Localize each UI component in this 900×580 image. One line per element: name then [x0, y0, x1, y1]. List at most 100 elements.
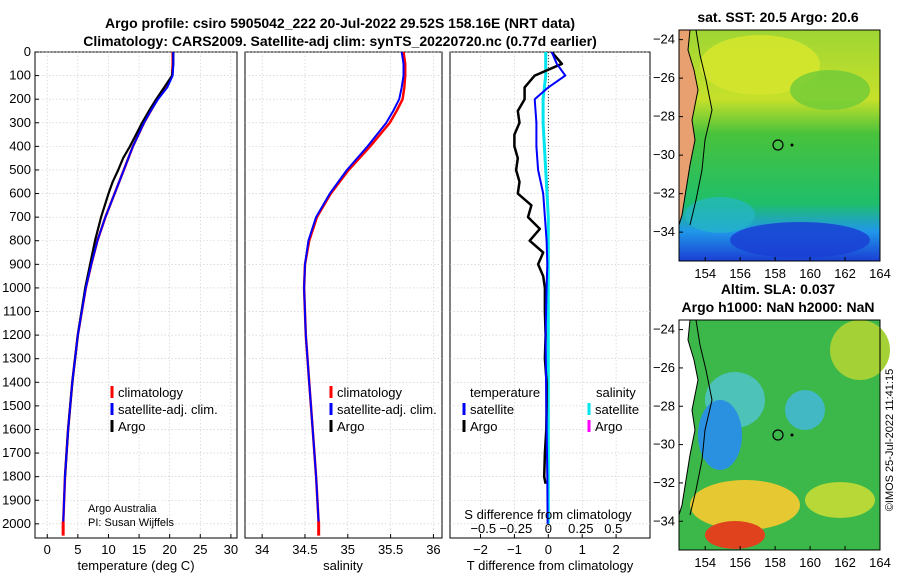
sla-low-patch: [785, 390, 825, 430]
x-tick-label: 35: [341, 542, 355, 557]
depth-tick-label: 900: [9, 256, 31, 271]
salinity-lines: [302, 52, 407, 536]
s-difference-tick-labels: −0.5 −0.25 0 0.25 0.5: [470, 521, 622, 536]
temperature-lines: [61, 52, 175, 536]
depth-tick-label: 500: [9, 162, 31, 177]
depth-tick-label: 1100: [3, 304, 31, 319]
sla-peak-patch: [705, 521, 765, 549]
map-x-tick-label: 160: [799, 266, 821, 281]
difference-legend: temperature satellite Argo salinity sate…: [462, 385, 639, 434]
depth-tick-label: 400: [9, 138, 31, 153]
x-tick-label: 0: [545, 542, 552, 557]
legend-satellite-label: satellite-adj. clim.: [118, 402, 218, 417]
map-x-tick-label: 164: [869, 266, 891, 281]
legend-temperature-heading: temperature: [470, 385, 540, 400]
s-tick-label: 0.5: [604, 521, 622, 536]
sst-map-frame: [678, 29, 881, 262]
sst-cool-patch: [790, 70, 870, 110]
depth-tick-label: 100: [9, 68, 31, 83]
sst-land: [679, 30, 698, 225]
x-tick-label: 0: [44, 542, 51, 557]
legend-argo-label: Argo: [337, 419, 364, 434]
map-y-tick-label: −24: [653, 32, 675, 47]
difference-panel: [449, 51, 651, 539]
depth-tick-label: 300: [9, 115, 31, 130]
x-tick-label: 20: [162, 542, 176, 557]
map-x-tick-label: 158: [764, 266, 786, 281]
salinity-panel: [244, 51, 443, 539]
x-tick-label: −2: [473, 542, 488, 557]
sla-profile-marker: [772, 429, 784, 441]
x-tick-label: 34.5: [292, 542, 317, 557]
t-difference-tick-labels: −2 −1 0 1 2: [473, 542, 620, 557]
temperature-satellite-line: [62, 52, 175, 524]
figure-title-line2: Climatology: CARS2009. Satellite-adj cli…: [83, 33, 597, 49]
sst-map-title: sat. SST: 20.5 Argo: 20.6: [697, 9, 859, 25]
x-tick-label: 36: [426, 542, 440, 557]
map-y-tick-label: −34: [653, 513, 675, 528]
x-tick-label: 1: [579, 542, 586, 557]
x-tick-label: −1: [507, 542, 522, 557]
map-y-tick-label: −32: [653, 186, 675, 201]
map-x-tick-label: 154: [694, 266, 716, 281]
salinity-legend: climatology satellite-adj. clim. Argo: [329, 385, 437, 434]
s-tick-label: −0.25: [499, 521, 532, 536]
sla-high-patch: [830, 320, 890, 380]
sst-map: [678, 29, 881, 262]
sla-land: [679, 320, 698, 515]
sst-profile-marker: [772, 139, 784, 151]
depth-tick-label: 1600: [2, 421, 31, 436]
depth-tick-label: 1700: [2, 445, 31, 460]
map-y-tick-label: −24: [653, 322, 675, 337]
depth-tick-label: 600: [9, 186, 31, 201]
map-x-tick-label: 164: [869, 555, 891, 570]
x-tick-label: 10: [101, 542, 115, 557]
x-tick-label: 5: [74, 542, 81, 557]
t-satellite-line: [533, 52, 567, 524]
depth-tick-label: 1400: [2, 374, 31, 389]
sla-map-title-line2: Argo h1000: NaN h2000: NaN: [682, 299, 875, 315]
depth-tick-label: 1000: [2, 280, 31, 295]
temperature-tick-labels: 0 5 10 15 20 25 30: [44, 542, 238, 557]
sst-warm-patch: [700, 35, 820, 95]
map-y-tick-label: −28: [653, 398, 675, 413]
temperature-legend: climatology satellite-adj. clim. Argo: [110, 385, 218, 434]
map-x-tick-label: 162: [834, 555, 856, 570]
depth-tick-label: 2000: [2, 516, 31, 531]
legend-t-argo-label: Argo: [470, 419, 497, 434]
sla-high-patch: [690, 480, 800, 530]
sst-cold-patch: [730, 222, 870, 258]
imos-stamp: ©IMOS 25-Jul-2022 11:41:15: [884, 369, 896, 511]
map-y-tick-label: −32: [653, 475, 675, 490]
depth-tick-label: 200: [9, 91, 31, 106]
s-satellite-line: [541, 52, 550, 524]
legend-argo-label: Argo: [118, 419, 145, 434]
map-y-tick-label: −30: [653, 437, 675, 452]
depth-tick-label: 1300: [2, 351, 31, 366]
map-y-tick-label: −28: [653, 109, 675, 124]
legend-t-satellite-label: satellite: [470, 402, 514, 417]
x-tick-label: 25: [193, 542, 207, 557]
temperature-xlabel: temperature (deg C): [77, 558, 194, 573]
difference-lines: [513, 52, 567, 538]
legend-satellite-label: satellite-adj. clim.: [337, 402, 437, 417]
sla-map-title-line1: Altim. SLA: 0.037: [721, 281, 836, 297]
map-y-tick-label: −26: [653, 70, 675, 85]
sla-coastline: [678, 319, 699, 516]
x-tick-label: 2: [612, 542, 619, 557]
map-x-tick-label: 162: [834, 266, 856, 281]
sst-cool-patch: [685, 197, 755, 233]
x-tick-label: 35.5: [378, 542, 403, 557]
salinity-xlabel: salinity: [323, 558, 363, 573]
sla-low-patch: [698, 400, 742, 470]
figure-title-line1: Argo profile: csiro 5905042_222 20-Jul-2…: [105, 15, 575, 31]
legend-climatology-label: climatology: [337, 385, 403, 400]
sst-shelf-contour: [689, 29, 713, 226]
credit-line1: Argo Australia: [88, 503, 157, 515]
depth-tick-label: 1500: [2, 398, 31, 413]
sla-map: [678, 319, 890, 551]
sst-map-ticks: 154 156 158 160 162 164 −24 −26 −28 −30 −32 −34: [653, 32, 891, 281]
legend-s-argo-label: Argo: [595, 419, 622, 434]
credit-line2: PI: Susan Wijffels: [88, 517, 174, 529]
